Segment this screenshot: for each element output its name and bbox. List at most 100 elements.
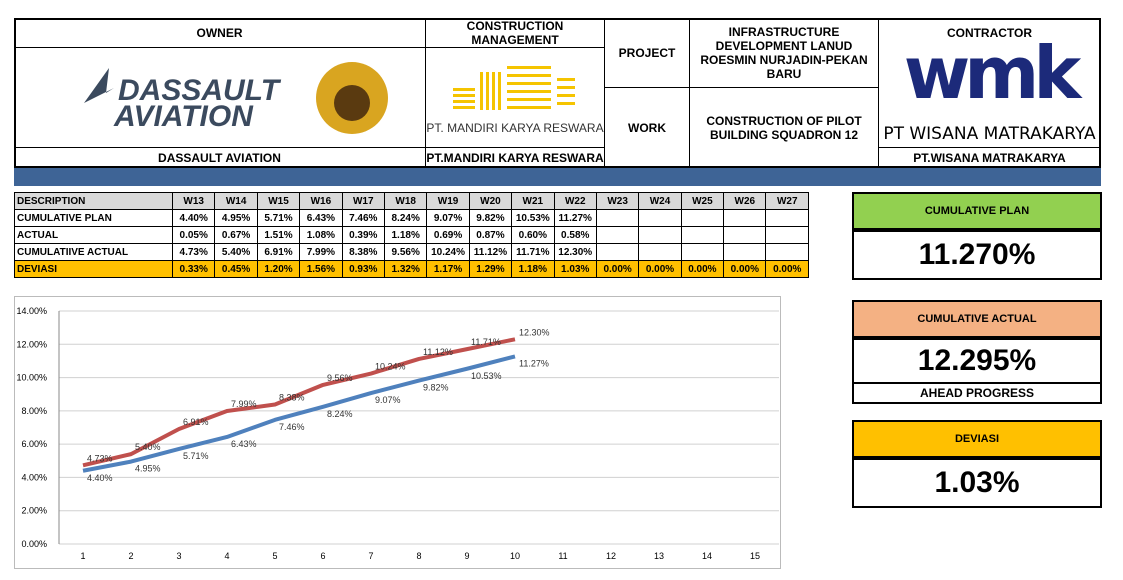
cell: 11.27% [553, 209, 597, 227]
cell: 1.32% [383, 260, 428, 278]
cell: 1.51% [256, 226, 301, 244]
column-header: W27 [765, 192, 809, 210]
column-header: W21 [511, 192, 555, 210]
data-label: 9.07% [375, 395, 401, 405]
x-tick-label: 13 [654, 551, 664, 561]
cell [638, 209, 682, 227]
data-label: 4.73% [87, 453, 113, 463]
cell [638, 226, 682, 244]
cm-bars [453, 66, 575, 110]
progress-table: DESCRIPTION W13 W14 W15 W16 W17 W18 W19 W20 W21 W2… [13, 192, 809, 278]
contractor-name: PT.WISANA MATRAKARYA [878, 147, 1101, 167]
chart-frame [14, 296, 781, 569]
work-label: WORK [605, 88, 690, 167]
kpi-value: 12.295% [852, 338, 1102, 384]
cell: CUMULATIIVE ACTUAL [13, 243, 174, 261]
column-header: W13 [172, 192, 216, 210]
cell: 0.00% [723, 260, 767, 278]
cell: 5.40% [214, 243, 258, 261]
column-header: W20 [468, 192, 513, 210]
x-tick-label: 5 [272, 551, 277, 561]
column-header: W22 [553, 192, 597, 210]
data-label: 9.56% [327, 373, 353, 383]
cell: 0.00% [638, 260, 682, 278]
line-series [82, 354, 516, 473]
data-label: 5.71% [183, 451, 209, 461]
y-tick-label: 14.00% [16, 306, 47, 316]
column-header: W25 [680, 192, 725, 210]
cell: CUMULATIVE PLAN [13, 209, 174, 227]
cell: 0.00% [765, 260, 809, 278]
kpi-title: DEVIASI [852, 420, 1102, 458]
y-tick-label: 10.00% [16, 373, 47, 383]
cell: 0.39% [341, 226, 385, 244]
cell: 1.18% [511, 260, 555, 278]
x-tick-label: 3 [176, 551, 181, 561]
cell: 4.40% [172, 209, 216, 227]
cell: 1.20% [256, 260, 301, 278]
chart: 0.00%2.00%4.00%6.00%8.00%10.00%12.00%14.… [14, 296, 781, 569]
data-label: 9.82% [423, 383, 449, 393]
cell: 4.73% [172, 243, 216, 261]
column-header: W19 [426, 192, 470, 210]
work-value: CONSTRUCTION OF PILOT BUILDING SQUADRON … [706, 113, 862, 142]
cell [638, 243, 682, 261]
line-series [82, 337, 516, 468]
cell: 7.46% [341, 209, 385, 227]
x-tick-label: 10 [510, 551, 520, 561]
header [14, 18, 1101, 168]
data-label: 5.40% [135, 442, 161, 452]
cell: 1.18% [383, 226, 428, 244]
cell: DEVIASI [13, 260, 174, 278]
x-tick-label: 7 [368, 551, 373, 561]
cell: 5.71% [256, 209, 301, 227]
cell [680, 243, 725, 261]
row: CUMULATIIVE ACTUAL 4.73% 5.40% 6.91% 7.99% 8.… [13, 243, 809, 261]
cell: 7.99% [299, 243, 343, 261]
cell: 0.93% [341, 260, 385, 278]
x-tick-label: 2 [128, 551, 133, 561]
x-tick-label: 11 [558, 551, 567, 561]
cell [723, 226, 767, 244]
kpi-value: 11.270% [852, 230, 1102, 280]
x-tick-label: 14 [702, 551, 712, 561]
y-tick-label: 0.00% [21, 539, 47, 549]
cell: 0.05% [172, 226, 216, 244]
dassault-icon [84, 68, 114, 103]
y-tick-label: 2.00% [21, 506, 47, 516]
x-tick-label: 12 [606, 551, 616, 561]
project-label: PROJECT [605, 18, 690, 88]
contractor-logo: wmk [903, 31, 1081, 115]
project-value: INFRASTRUCTURE DEVELOPMENT LANUD ROESMIN… [690, 18, 878, 88]
contractor-cell [878, 18, 1101, 168]
cell [595, 243, 640, 261]
cell [765, 226, 809, 244]
cell: 1.56% [299, 260, 343, 278]
cell: 0.60% [511, 226, 555, 244]
y-tick-label: 12.00% [16, 339, 47, 349]
cell: 10.53% [511, 209, 555, 227]
contractor-title: CONTRACTOR [946, 26, 1033, 40]
cell: 9.82% [468, 209, 513, 227]
cell: 9.56% [383, 243, 428, 261]
cell: 1.29% [468, 260, 513, 278]
cell: 11.71% [511, 243, 555, 261]
aviation-word: AVIATION [113, 100, 254, 133]
cell: 6.43% [299, 209, 343, 227]
contractor-logo-text: PT WISANA MATRAKARYA [883, 124, 1096, 144]
y-tick-label: 8.00% [21, 406, 47, 416]
cell [723, 243, 767, 261]
x-tick-label: 4 [224, 551, 229, 561]
cm-logo-graphic: PT. MANDIRI KARYA RESWARA [426, 66, 604, 135]
cell: 0.33% [172, 260, 216, 278]
cm-title: CONSTRUCTION MANAGEMENT [425, 18, 605, 48]
kpi-value: 1.03% [852, 458, 1102, 508]
data-label: 6.91% [183, 417, 209, 427]
data-label: 11.71% [471, 337, 501, 347]
column-header: W24 [638, 192, 682, 210]
data-label: 4.40% [87, 473, 113, 483]
cell: 6.91% [256, 243, 301, 261]
data-label: 6.43% [231, 439, 257, 449]
x-tick-label: 8 [416, 551, 421, 561]
